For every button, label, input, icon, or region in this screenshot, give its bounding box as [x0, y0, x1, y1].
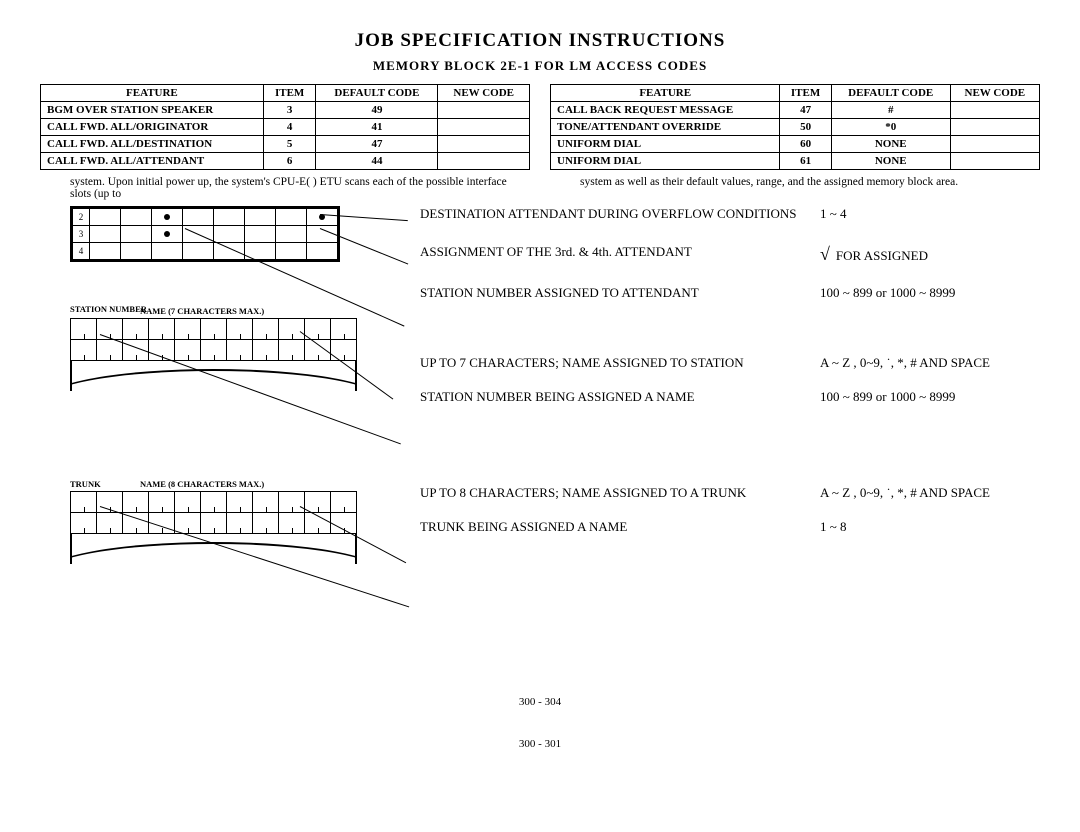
col-new-code: NEW CODE	[950, 85, 1039, 102]
station-grid	[70, 318, 357, 391]
cell	[438, 136, 530, 153]
cell	[950, 119, 1039, 136]
cell: 4	[263, 119, 316, 136]
col-item: ITEM	[263, 85, 316, 102]
callout-value: 100 ~ 899 or 1000 ~ 8999	[820, 285, 1040, 301]
cell	[438, 119, 530, 136]
col-feature: FEATURE	[41, 85, 264, 102]
left-feature-table: FEATURE ITEM DEFAULT CODE NEW CODE BGM O…	[40, 84, 530, 170]
callout-label: TRUNK BEING ASSIGNED A NAME	[420, 519, 820, 535]
callout-value: 100 ~ 899 or 1000 ~ 8999	[820, 389, 1040, 405]
cell: BGM OVER STATION SPEAKER	[41, 102, 264, 119]
cell: 6	[263, 153, 316, 170]
cell: NONE	[831, 153, 950, 170]
cell: UNIFORM DIAL	[551, 136, 780, 153]
cell: CALL FWD. ALL/ATTENDANT	[41, 153, 264, 170]
callouts: DESTINATION ATTENDANT DURING OVERFLOW CO…	[420, 206, 1040, 553]
table-row: CALL FWD. ALL/ATTENDANT644	[41, 153, 530, 170]
table-row: CALL FWD. ALL/DESTINATION547	[41, 136, 530, 153]
footer-1: 300 - 304	[40, 696, 1040, 708]
cell: *0	[831, 119, 950, 136]
callout-label: ASSIGNMENT OF THE 3rd. & 4th. ATTENDANT	[420, 244, 820, 260]
cell: CALL FWD. ALL/ORIGINATOR	[41, 119, 264, 136]
col-default-code: DEFAULT CODE	[831, 85, 950, 102]
callout-label: UP TO 7 CHARACTERS; NAME ASSIGNED TO STA…	[420, 355, 820, 371]
col-item: ITEM	[780, 85, 831, 102]
table-row: CALL FWD. ALL/ORIGINATOR441	[41, 119, 530, 136]
note-left: system. Upon initial power up, the syste…	[70, 176, 530, 200]
callout-value: 1 ~ 4	[820, 206, 1040, 222]
cell: 61	[780, 153, 831, 170]
note-right: system as well as their default values, …	[580, 176, 1040, 200]
cell	[438, 102, 530, 119]
cell: 47	[316, 136, 438, 153]
callout-label: UP TO 8 CHARACTERS; NAME ASSIGNED TO A T…	[420, 485, 820, 501]
cell: CALL BACK REQUEST MESSAGE	[551, 102, 780, 119]
attendant-grid: 2 3 4	[70, 206, 340, 262]
cell: TONE/ATTENDANT OVERRIDE	[551, 119, 780, 136]
right-feature-table: FEATURE ITEM DEFAULT CODE NEW CODE CALL …	[550, 84, 1040, 170]
table-row: BGM OVER STATION SPEAKER349	[41, 102, 530, 119]
cell: 44	[316, 153, 438, 170]
callout-value: A ~ Z , 0~9, ˙, *, # AND SPACE	[820, 485, 1040, 501]
table-row: UNIFORM DIAL61NONE	[551, 153, 1040, 170]
callout-label: STATION NUMBER ASSIGNED TO ATTENDANT	[420, 285, 820, 301]
callout-label: STATION NUMBER BEING ASSIGNED A NAME	[420, 389, 820, 405]
callout-label: DESTINATION ATTENDANT DURING OVERFLOW CO…	[420, 206, 820, 222]
page-subtitle: MEMORY BLOCK 2E-1 FOR LM ACCESS CODES	[40, 58, 1040, 74]
cell: 47	[780, 102, 831, 119]
callout-value-text: FOR ASSIGNED	[836, 248, 928, 263]
col-default-code: DEFAULT CODE	[316, 85, 438, 102]
trunk-grid	[70, 491, 357, 564]
cell	[438, 153, 530, 170]
trunk-label: TRUNK	[70, 479, 101, 489]
feature-tables: FEATURE ITEM DEFAULT CODE NEW CODE BGM O…	[40, 84, 1040, 170]
name8-label: NAME (8 CHARACTERS MAX.)	[140, 479, 264, 489]
cell: #	[831, 102, 950, 119]
cell: 49	[316, 102, 438, 119]
name7-label: NAME (7 CHARACTERS MAX.)	[140, 306, 264, 316]
cell: 5	[263, 136, 316, 153]
callout-value: 1 ~ 8	[820, 519, 1040, 535]
table-row: CALL BACK REQUEST MESSAGE47#	[551, 102, 1040, 119]
table-header-row: FEATURE ITEM DEFAULT CODE NEW CODE	[551, 85, 1040, 102]
page-title: JOB SPECIFICATION INSTRUCTIONS	[40, 30, 1040, 52]
callout-value: A ~ Z , 0~9, ˙, *, # AND SPACE	[820, 355, 1040, 371]
cell	[950, 136, 1039, 153]
col-new-code: NEW CODE	[438, 85, 530, 102]
table-header-row: FEATURE ITEM DEFAULT CODE NEW CODE	[41, 85, 530, 102]
cell: 50	[780, 119, 831, 136]
cell: NONE	[831, 136, 950, 153]
cell: UNIFORM DIAL	[551, 153, 780, 170]
check-icon: √	[820, 244, 830, 264]
callout-value: √ FOR ASSIGNED	[820, 244, 1040, 265]
table-row: UNIFORM DIAL60NONE	[551, 136, 1040, 153]
footer-2: 300 - 301	[40, 738, 1040, 750]
cell: 41	[316, 119, 438, 136]
cell: 3	[263, 102, 316, 119]
diagram-area: 2 3 4 STATION NUMBER NAME (7 CHARACTERS …	[40, 206, 1040, 666]
cell	[950, 153, 1039, 170]
col-feature: FEATURE	[551, 85, 780, 102]
cell: CALL FWD. ALL/DESTINATION	[41, 136, 264, 153]
cell	[950, 102, 1039, 119]
table-row: TONE/ATTENDANT OVERRIDE50*0	[551, 119, 1040, 136]
station-number-label: STATION NUMBER	[70, 304, 147, 314]
cell: 60	[780, 136, 831, 153]
